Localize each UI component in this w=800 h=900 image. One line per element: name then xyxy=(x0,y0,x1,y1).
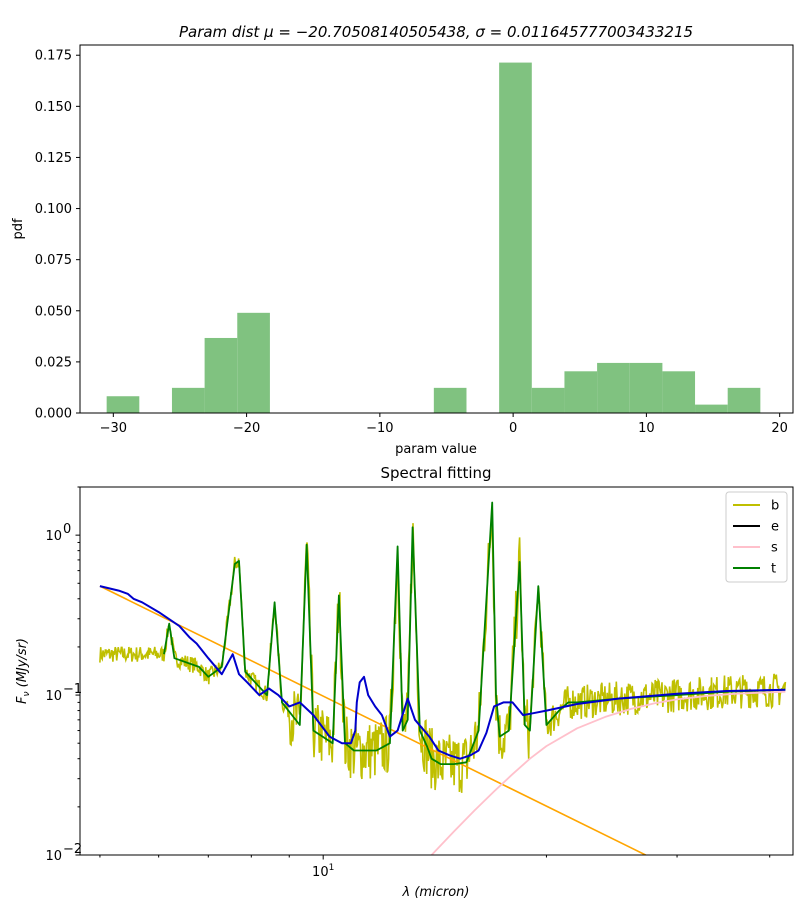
y-tick-label: 0.000 xyxy=(35,407,72,422)
x-tick-label: 10 xyxy=(638,421,655,436)
y-tick-label: 0.125 xyxy=(35,151,72,166)
x-tick-label: −30 xyxy=(100,421,127,436)
legend-label: s xyxy=(771,541,778,556)
histogram-bar xyxy=(433,387,467,413)
histogram-bar xyxy=(499,62,532,414)
plot-frame xyxy=(79,486,794,856)
histogram-bar xyxy=(171,387,205,413)
x-tick-label: 101 xyxy=(312,863,334,880)
x-tick-exponent: 1 xyxy=(329,863,335,873)
x-tick-label: 20 xyxy=(771,421,788,436)
y-tick-label: 10 xyxy=(45,529,62,544)
y-axis-ticks: 0.000 0.025 0.050 0.075 0.100 0.125 0.150 0.175 xyxy=(35,49,80,422)
x-tick-label: 0 xyxy=(509,421,517,436)
histogram-bar xyxy=(237,312,270,413)
series-b-line xyxy=(99,521,787,793)
chart-title: Spectral fitting xyxy=(380,464,491,482)
y-axis-label: pdf xyxy=(11,218,26,240)
y-tick-label: 10 xyxy=(45,689,62,704)
y-tick-label: 0.050 xyxy=(35,304,72,319)
legend-label: b xyxy=(771,499,779,514)
x-axis-label: param value xyxy=(395,442,477,457)
legend-box xyxy=(725,491,788,583)
x-tick-label: −10 xyxy=(366,421,393,436)
histogram-bar xyxy=(597,362,630,413)
y-tick-exponent: −1 xyxy=(63,682,82,697)
histogram-bar xyxy=(106,396,140,413)
legend-label: t xyxy=(771,562,776,577)
histogram-bar xyxy=(204,337,238,413)
histogram-bars xyxy=(106,62,761,414)
histogram-bar xyxy=(727,387,761,413)
series-s-line xyxy=(430,690,786,855)
series-blue_total-line xyxy=(99,585,786,760)
x-tick-label: −20 xyxy=(233,421,260,436)
y-tick-label: 0.100 xyxy=(35,202,72,217)
x-axis-ticks: 101 xyxy=(99,855,771,880)
histogram-bar xyxy=(629,362,663,413)
chart-title: Param dist μ = −20.70508140505438, σ = 0… xyxy=(179,23,693,41)
y-tick-label: 0.150 xyxy=(35,100,72,115)
y-tick-exponent: 0 xyxy=(63,522,71,537)
continuum-line xyxy=(99,585,648,855)
param-dist-chart: Param dist μ = −20.70508140505438, σ = 0… xyxy=(11,23,794,457)
legend-label: e xyxy=(771,520,779,535)
y-axis-label: Fν (MJy/sr) xyxy=(15,638,32,704)
y-tick-label: 0.175 xyxy=(35,49,72,64)
x-axis-label: λ (micron) xyxy=(402,885,470,900)
spectrum-lines xyxy=(99,501,787,855)
plot-frame xyxy=(79,44,794,414)
histogram-bar xyxy=(695,404,728,413)
histogram-bar xyxy=(531,387,565,413)
y-tick-label: 10 xyxy=(45,849,62,864)
histogram-bar xyxy=(662,371,696,413)
y-tick-label: 0.025 xyxy=(35,355,72,370)
y-tick-label: 0.075 xyxy=(35,253,72,268)
histogram-bar xyxy=(564,371,598,413)
x-axis-ticks: −30 −20 −10 0 10 20 xyxy=(100,413,788,436)
y-tick-exponent: −2 xyxy=(63,842,82,857)
series-t-line xyxy=(163,501,786,765)
